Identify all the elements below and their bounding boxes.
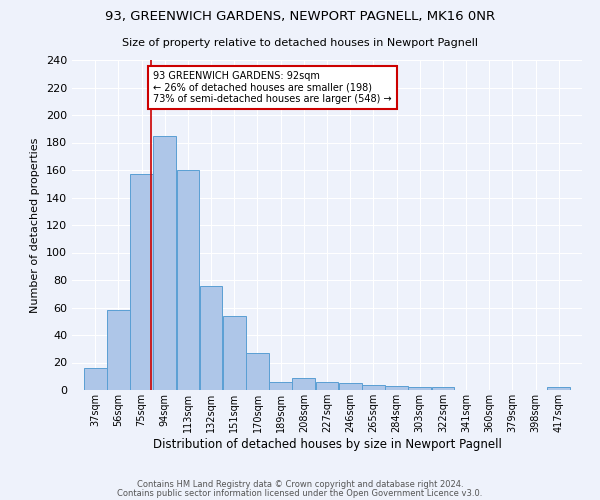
Bar (547, 387, 570, 390)
Text: Contains HM Land Registry data © Crown copyright and database right 2024.: Contains HM Land Registry data © Crown c… (137, 480, 463, 489)
Text: 93, GREENWICH GARDENS, NEWPORT PAGNELL, MK16 0NR: 93, GREENWICH GARDENS, NEWPORT PAGNELL, … (105, 10, 495, 23)
Bar (316, 382, 338, 390)
Bar (84, 368, 107, 390)
Bar (176, 170, 199, 390)
Bar (154, 136, 176, 390)
Bar (362, 384, 385, 390)
Bar (292, 378, 315, 390)
Bar (200, 286, 223, 390)
Bar (339, 383, 362, 390)
X-axis label: Distribution of detached houses by size in Newport Pagnell: Distribution of detached houses by size … (152, 438, 502, 451)
Bar (223, 316, 245, 390)
Text: Size of property relative to detached houses in Newport Pagnell: Size of property relative to detached ho… (122, 38, 478, 48)
Bar (385, 386, 408, 390)
Bar (409, 387, 431, 390)
Text: Contains public sector information licensed under the Open Government Licence v3: Contains public sector information licen… (118, 489, 482, 498)
Bar (431, 387, 454, 390)
Bar (269, 382, 292, 390)
Y-axis label: Number of detached properties: Number of detached properties (31, 138, 40, 312)
Bar (130, 174, 153, 390)
Bar (107, 310, 130, 390)
Text: 93 GREENWICH GARDENS: 92sqm
← 26% of detached houses are smaller (198)
73% of se: 93 GREENWICH GARDENS: 92sqm ← 26% of det… (153, 71, 392, 104)
Bar (246, 353, 269, 390)
